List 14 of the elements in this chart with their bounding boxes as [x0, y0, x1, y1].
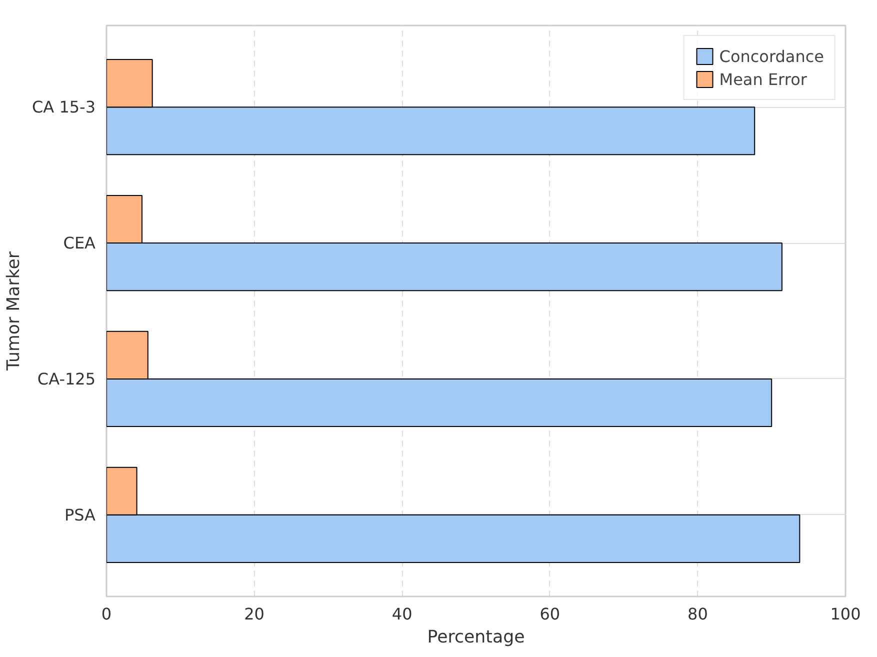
y-tick-label: PSA — [64, 505, 96, 524]
x-tick-label: 80 — [688, 604, 708, 624]
x-tick-label: 40 — [392, 604, 412, 624]
x-axis-title: Percentage — [427, 628, 525, 648]
y-tick-label: CA 15-3 — [32, 98, 96, 117]
legend-label: Mean Error — [719, 70, 807, 88]
y-tick-label: CEA — [63, 234, 96, 253]
y-tick-label: CA-125 — [37, 369, 96, 388]
y-axis-title: Tumor Marker — [4, 250, 24, 372]
x-tick-label: 20 — [244, 604, 264, 624]
x-tick-label: 0 — [101, 604, 112, 624]
x-tick-label: 60 — [540, 604, 560, 624]
legend-label: Concordance — [719, 46, 824, 66]
x-tick-label: 100 — [830, 604, 861, 624]
